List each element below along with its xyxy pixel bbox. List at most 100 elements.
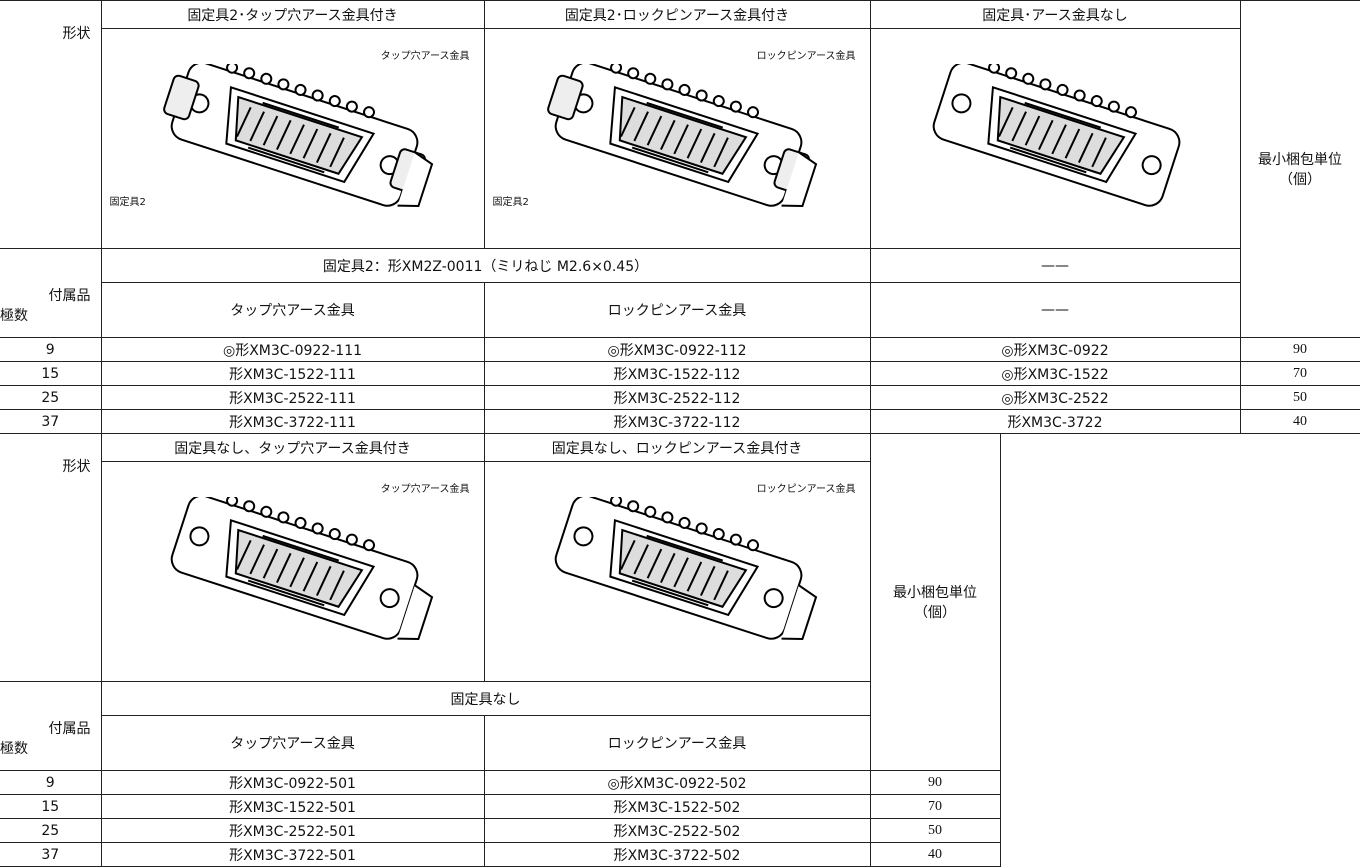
- poles-cell: 25: [0, 818, 102, 843]
- model-cell: 形XM3C-2522-111: [100, 385, 485, 410]
- shape-label: 形状: [62, 26, 91, 42]
- min-pack-cell: 90: [869, 770, 1001, 795]
- accessory-label: 付属品: [48, 288, 91, 304]
- fixing-cell: ——: [869, 248, 1241, 283]
- model-cell: 形XM3C-3722: [869, 409, 1241, 434]
- image-cell: タップ穴アース金具: [100, 461, 485, 682]
- fixing-cell: 固定具なし: [100, 681, 871, 716]
- model-cell: 形XM3C-2522-501: [100, 818, 485, 843]
- min-pack-cell: 40: [869, 842, 1001, 867]
- image-label: タップ穴アース金具: [380, 51, 470, 62]
- min-pack-header: 最小梱包単位 （個）: [869, 433, 1001, 771]
- column-title: 固定具2･ロックピンアース金具付き: [483, 0, 871, 29]
- min-pack-cell: 70: [869, 794, 1001, 819]
- poles-cell: 37: [0, 842, 102, 867]
- connector-drawing: [932, 63, 1181, 207]
- model-cell: 形XM3C-0922-501: [100, 770, 485, 795]
- image-cell: ロックピンアース金具: [483, 461, 871, 682]
- min-pack-label: （個）: [1279, 172, 1321, 188]
- row: 形状 固定具なし、タップ穴アース金具付き 固定具なし、ロックピンアース金具付き 最小梱…: [0, 433, 1001, 771]
- min-pack-label: 最小梱包単位: [893, 585, 977, 601]
- model-cell: ◎形XM3C-0922-111: [100, 337, 485, 362]
- image-label: ロックピンアース金具: [756, 484, 856, 495]
- model-cell: 形XM3C-2522-502: [483, 818, 871, 843]
- model-cell: ◎形XM3C-2522: [869, 385, 1241, 410]
- row: 形状 固定具2･タップ穴アース金具付き 固定具2･ロックピンアース金具付き 固定具･ア…: [0, 0, 1360, 338]
- image-cell: ロックピンアース金具固定具2: [483, 28, 871, 249]
- image-label: タップ穴アース金具: [380, 484, 470, 495]
- row: 9 形XM3C-0922-501 ◎形XM3C-0922-502 90: [0, 770, 1001, 795]
- model-cell: 形XM3C-1522-112: [483, 361, 871, 386]
- image-label: 固定具2: [109, 197, 146, 208]
- row: 37 形XM3C-3722-111 形XM3C-3722-112 形XM3C-3722…: [0, 409, 1360, 434]
- spec-table: 形状 固定具2･タップ穴アース金具付き 固定具2･ロックピンアース金具付き 固定具･ア…: [0, 0, 1360, 434]
- poles-label: 極数: [0, 308, 28, 324]
- shape-label-cell: 形状: [0, 0, 102, 249]
- connector-drawing: [170, 496, 433, 640]
- model-cell: 形XM3C-1522-501: [100, 794, 485, 819]
- model-cell: 形XM3C-1522-111: [100, 361, 485, 386]
- column-title: 固定具･アース金具なし: [869, 0, 1241, 29]
- accessory-cell: タップ穴アース金具: [100, 715, 485, 771]
- model-cell: 形XM3C-3722-111: [100, 409, 485, 434]
- image-label: 固定具2: [492, 197, 529, 208]
- row: 25 形XM3C-2522-111 形XM3C-2522-112 ◎形XM3C-252…: [0, 385, 1360, 410]
- connector-drawing: [162, 63, 433, 207]
- shape-label: 形状: [62, 459, 91, 475]
- accessory-cell: ロックピンアース金具: [483, 282, 871, 338]
- row: タップ穴アース金具固定具2 ロックピンアース金具固定具2: [0, 28, 1360, 249]
- min-pack-label: （個）: [914, 605, 956, 621]
- row: 15 形XM3C-1522-501 形XM3C-1522-502 70: [0, 794, 1001, 819]
- row: 付属品 極数 固定具なし: [0, 681, 1000, 771]
- row: 15 形XM3C-1522-111 形XM3C-1522-112 ◎形XM3C-152…: [0, 361, 1360, 386]
- spec-table: 形状 固定具なし、タップ穴アース金具付き 固定具なし、ロックピンアース金具付き 最小梱…: [0, 433, 1001, 867]
- min-pack-header: 最小梱包単位 （個）: [1239, 0, 1360, 338]
- min-pack-cell: 50: [869, 818, 1001, 843]
- model-cell: 形XM3C-3722-502: [483, 842, 871, 867]
- accessory-cell: ロックピンアース金具: [483, 715, 871, 771]
- accessory-label-cell: 付属品極数: [0, 681, 102, 771]
- row: 付属品 極数 固定具2：形XM2Z-0011（ミリねじ M2.6×0.45） ——: [0, 248, 1360, 338]
- accessory-cell: ——: [869, 282, 1241, 338]
- min-pack-label: 最小梱包単位: [1258, 152, 1342, 168]
- image-label: ロックピンアース金具: [756, 51, 856, 62]
- row: タップ穴アース金具 ロックピンアース金具 ——: [0, 282, 1360, 338]
- fixing-cell: 固定具2：形XM2Z-0011（ミリねじ M2.6×0.45）: [100, 248, 871, 283]
- model-cell: ◎形XM3C-1522: [869, 361, 1241, 386]
- poles-cell: 9: [0, 770, 102, 795]
- shape-label-cell: 形状: [0, 433, 102, 682]
- column-title: 固定具なし、タップ穴アース金具付き: [100, 433, 485, 462]
- connector-drawing: [554, 496, 818, 640]
- min-pack-cell: 40: [1239, 409, 1360, 434]
- column-title: 固定具2･タップ穴アース金具付き: [100, 0, 485, 29]
- model-cell: 形XM3C-2522-112: [483, 385, 871, 410]
- min-pack-cell: 70: [1239, 361, 1360, 386]
- model-cell: 形XM3C-3722-501: [100, 842, 485, 867]
- accessory-cell: タップ穴アース金具: [100, 282, 485, 338]
- model-cell: ◎形XM3C-0922-502: [483, 770, 871, 795]
- row: 9 ◎形XM3C-0922-111 ◎形XM3C-0922-112 ◎形XM3C-09…: [0, 337, 1360, 362]
- accessory-label-cell: 付属品極数: [0, 248, 102, 338]
- connector-drawing: [547, 63, 818, 207]
- model-cell: 形XM3C-3722-112: [483, 409, 871, 434]
- row: タップ穴アース金具 ロックピンアース金具: [0, 461, 1000, 682]
- image-cell: [869, 28, 1241, 249]
- row: タップ穴アース金具 ロックピンアース金具: [0, 715, 1000, 771]
- min-pack-cell: 90: [1239, 337, 1360, 362]
- row: 37 形XM3C-3722-501 形XM3C-3722-502 40: [0, 842, 1001, 867]
- column-title: 固定具なし、ロックピンアース金具付き: [483, 433, 871, 462]
- model-cell: ◎形XM3C-0922-112: [483, 337, 871, 362]
- poles-cell: 15: [0, 361, 102, 386]
- poles-cell: 9: [0, 337, 102, 362]
- model-cell: 形XM3C-1522-502: [483, 794, 871, 819]
- accessory-label: 付属品: [48, 721, 91, 737]
- poles-label: 極数: [0, 741, 28, 757]
- poles-cell: 15: [0, 794, 102, 819]
- row: 25 形XM3C-2522-501 形XM3C-2522-502 50: [0, 818, 1001, 843]
- model-cell: ◎形XM3C-0922: [869, 337, 1241, 362]
- min-pack-cell: 50: [1239, 385, 1360, 410]
- image-cell: タップ穴アース金具固定具2: [100, 28, 485, 249]
- poles-cell: 25: [0, 385, 102, 410]
- poles-cell: 37: [0, 409, 102, 434]
